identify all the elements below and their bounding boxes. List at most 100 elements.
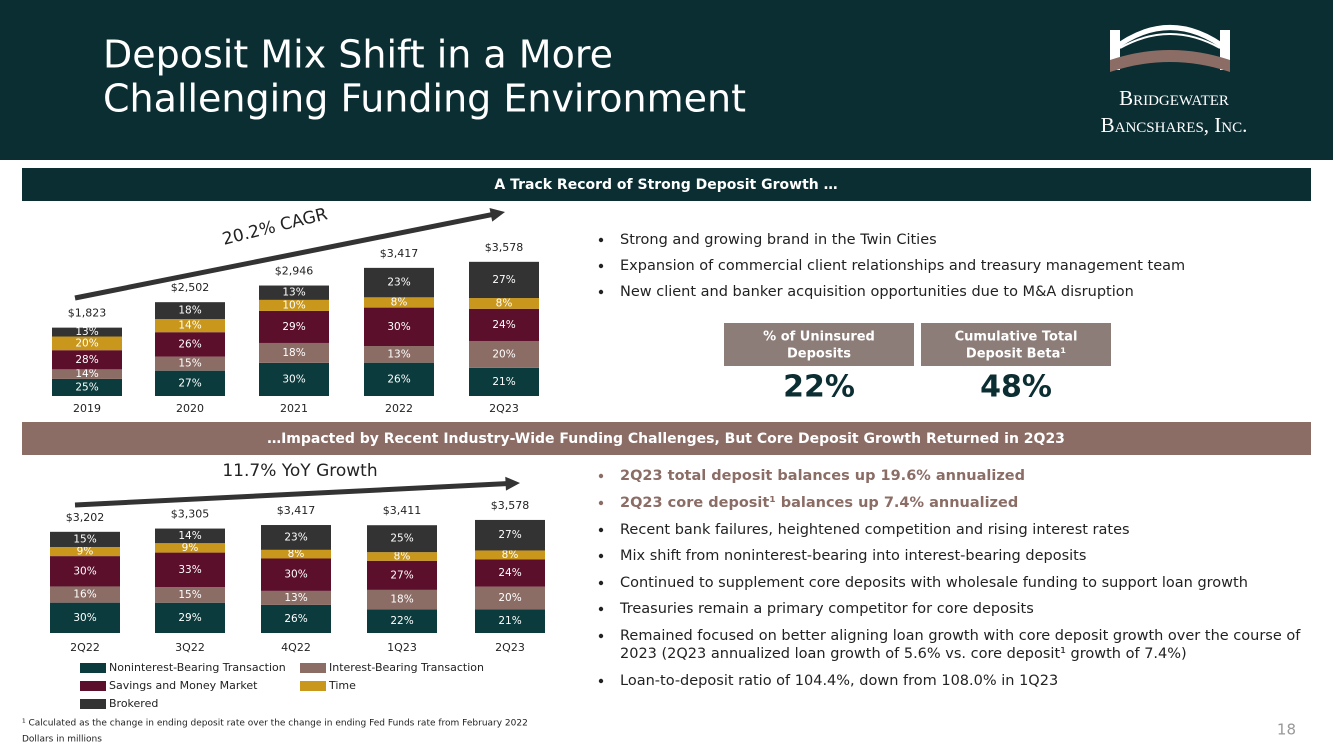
- section-title: A Track Record of Strong Deposit Growth …: [494, 177, 837, 193]
- bar-segment: [155, 356, 225, 371]
- bar-segment: [367, 609, 437, 633]
- bar-segment: [367, 525, 437, 553]
- segment-label: 15%: [178, 358, 201, 370]
- bar-segment: [364, 297, 434, 308]
- total-label: $3,578: [485, 241, 524, 254]
- segment-label: 27%: [390, 569, 413, 581]
- stat-value: 22%: [783, 370, 855, 405]
- bullet-text: 2023 (2Q23 annualized loan growth of 5.6…: [620, 646, 1187, 662]
- bar-segment: [261, 590, 331, 605]
- bar-segment: [50, 602, 120, 633]
- bar-segment: [259, 285, 329, 300]
- segment-label: 26%: [284, 613, 307, 625]
- bullet-text: 2Q23 core deposit¹ balances up 7.4% annu…: [620, 495, 1018, 511]
- segment-label: 9%: [182, 542, 199, 554]
- segment-label: 15%: [178, 589, 201, 601]
- legend-label: Brokered: [109, 697, 158, 710]
- logo: Bridgewater Bancshares, Inc.: [1101, 25, 1247, 137]
- segment-label: 30%: [282, 373, 305, 385]
- total-label: $3,411: [383, 504, 422, 517]
- legend-label: Interest-Bearing Transaction: [329, 661, 484, 674]
- x-tick-label: 2019: [73, 402, 101, 415]
- bar-segment: [364, 362, 434, 396]
- segment-label: 8%: [288, 548, 305, 560]
- bullet-text: Mix shift from noninterest-bearing into …: [620, 548, 1086, 564]
- bar-segment: [155, 602, 225, 633]
- x-tick-label: 1Q23: [387, 641, 417, 654]
- bar-segment: [469, 308, 539, 341]
- stat-value: 48%: [980, 370, 1052, 405]
- stat-box: [921, 323, 1111, 366]
- segment-label: 30%: [73, 612, 96, 624]
- segment-label: 30%: [73, 565, 96, 577]
- bar-segment: [52, 336, 122, 351]
- legend-swatch: [80, 663, 106, 673]
- segment-label: 29%: [282, 321, 305, 333]
- segment-label: 21%: [492, 376, 515, 388]
- segment-label: 14%: [178, 530, 201, 542]
- segment-label: 18%: [178, 305, 201, 317]
- total-label: $3,417: [277, 504, 316, 517]
- bar-segment: [367, 560, 437, 590]
- segment-label: 13%: [284, 592, 307, 604]
- stat-label: % of Uninsured: [763, 330, 875, 345]
- bar-segment: [155, 528, 225, 544]
- legend-swatch: [300, 663, 326, 673]
- bullet-text: Expansion of commercial client relations…: [620, 258, 1185, 274]
- bar-segment: [52, 369, 122, 379]
- segment-label: 23%: [284, 531, 307, 543]
- bar-segment: [475, 519, 545, 551]
- legend-label: Noninterest-Bearing Transaction: [109, 661, 286, 674]
- footnote: Dollars in millions: [22, 735, 102, 745]
- bullet-dot: [598, 678, 604, 684]
- bullet-text: Recent bank failures, heightened competi…: [620, 522, 1130, 538]
- segment-label: 8%: [391, 296, 408, 308]
- bar-segment: [259, 342, 329, 363]
- bullet-dot: [598, 606, 604, 612]
- bar-segment: [259, 299, 329, 311]
- total-label: $2,946: [275, 265, 314, 278]
- x-tick-label: 2Q22: [70, 641, 100, 654]
- segment-label: 15%: [73, 533, 96, 545]
- segment-label: 22%: [390, 615, 413, 627]
- bar-segment: [261, 604, 331, 633]
- segment-label: 26%: [387, 373, 410, 385]
- total-label: $3,305: [171, 508, 210, 521]
- bar-segment: [52, 378, 122, 396]
- bullet-text: Remained focused on better aligning loan…: [620, 628, 1301, 644]
- bullet-text: Loan-to-deposit ratio of 104.4%, down fr…: [620, 673, 1058, 689]
- bar-segment: [261, 549, 331, 559]
- growth-arrow: [74, 211, 496, 301]
- arrow-head: [505, 476, 520, 491]
- segment-label: 14%: [178, 320, 201, 332]
- section-title: …Impacted by Recent Industry-Wide Fundin…: [267, 431, 1065, 447]
- segment-label: 27%: [498, 529, 521, 541]
- bar-segment: [364, 307, 434, 347]
- bullet-dot: [598, 473, 604, 479]
- page-number: 18: [1277, 721, 1296, 739]
- bar-segment: [155, 370, 225, 396]
- bullet-text: Treasuries remain a primary competitor f…: [619, 601, 1034, 617]
- segment-label: 25%: [390, 533, 413, 545]
- x-tick-label: 3Q22: [175, 641, 205, 654]
- bar-segment: [475, 609, 545, 633]
- section-bar: [22, 168, 1311, 201]
- bullet-dot: [598, 580, 604, 586]
- bullet-dot: [598, 527, 604, 533]
- bar-segment: [259, 310, 329, 343]
- bar-segment: [52, 350, 122, 370]
- growth-arrow: [74, 480, 511, 508]
- growth-annotation: 11.7% YoY Growth: [222, 461, 377, 481]
- stat-label: Deposits: [787, 347, 851, 362]
- section-bar: [22, 422, 1311, 455]
- footnote: ¹ Calculated as the change in ending dep…: [22, 719, 528, 729]
- legend-swatch: [80, 699, 106, 709]
- bar-segment: [155, 302, 225, 320]
- bar-segment: [364, 267, 434, 298]
- bullet-dot: [598, 500, 604, 506]
- arrow-head: [489, 208, 505, 222]
- title: Deposit Mix Shift in a More: [103, 33, 613, 77]
- segment-label: 27%: [492, 274, 515, 286]
- segment-label: 20%: [498, 592, 521, 604]
